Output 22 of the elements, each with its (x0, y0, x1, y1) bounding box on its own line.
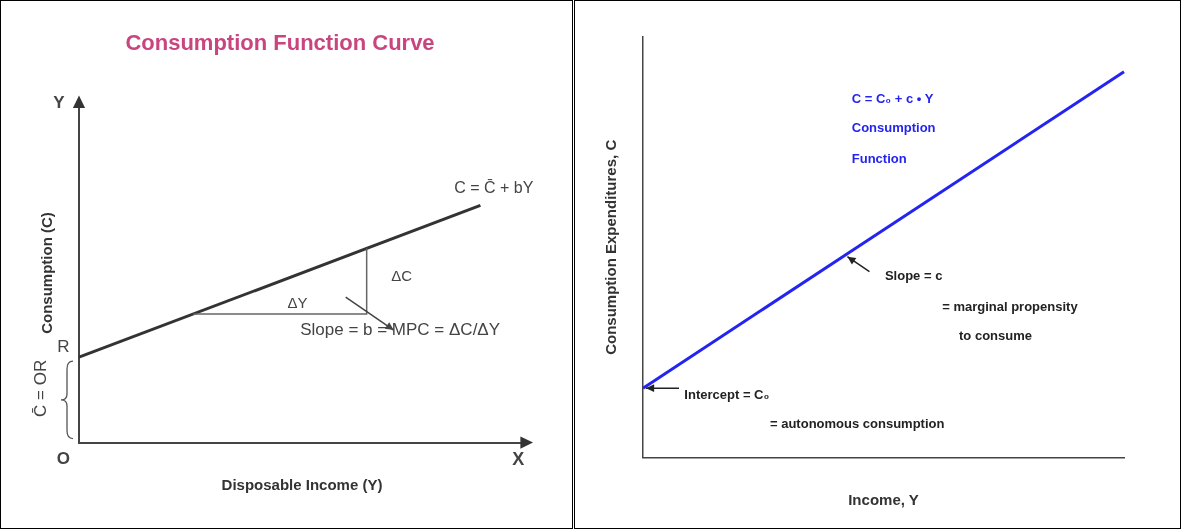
y-axis-title: Consumption (C) (38, 212, 56, 334)
annotation: to consume (959, 328, 1032, 344)
x-axis-title: Disposable Income (Y) (221, 476, 383, 494)
annotation: ΔY (287, 293, 308, 311)
annotation: = autonomous consumption (769, 416, 945, 432)
annotation: ΔC (391, 266, 413, 284)
annotation: C = C₀ + c • Y (851, 90, 934, 106)
text: C = C̄ + bY (454, 178, 534, 196)
annotation: Function (851, 150, 907, 166)
text: C̄ = OR (30, 359, 50, 417)
text: O (56, 449, 71, 469)
chart-title: Consumption Function Curve (125, 30, 435, 56)
text: Y (53, 93, 66, 113)
y-axis-title: Consumption Expenditures, C (602, 139, 620, 355)
x-axis-title: Income, Y (848, 491, 919, 509)
text: R (57, 337, 70, 357)
annotation: Slope = c (884, 268, 943, 284)
annotation: Slope = b = MPC = ΔC/ΔY (300, 320, 501, 340)
text: X (512, 448, 525, 469)
annotation: = marginal propensity (942, 298, 1079, 314)
annotation: Intercept = C₀ (684, 386, 770, 402)
annotation: Consumption (851, 119, 936, 135)
